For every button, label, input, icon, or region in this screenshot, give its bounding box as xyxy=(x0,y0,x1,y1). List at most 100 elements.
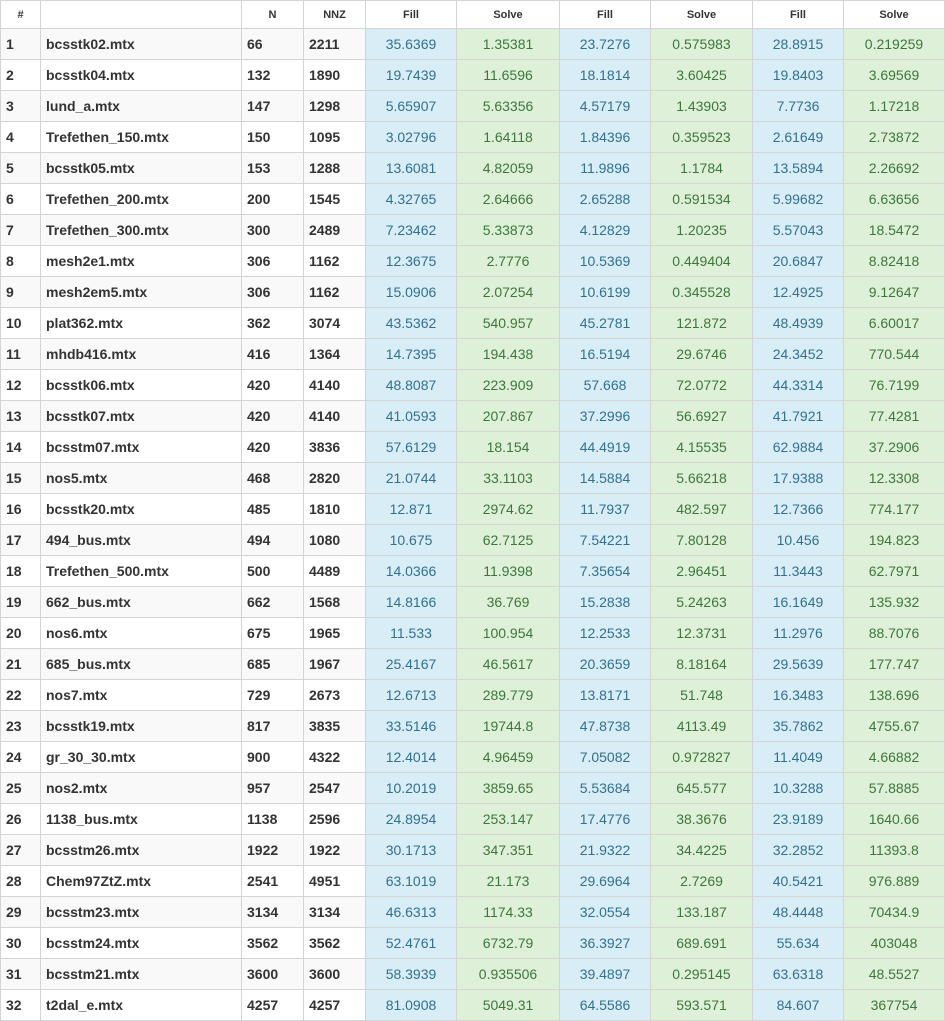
nnz-value: 2596 xyxy=(303,803,366,835)
solve-value-1: 1.64118 xyxy=(456,121,560,153)
header-matrix-name xyxy=(40,0,242,29)
fill-value-3: 16.3483 xyxy=(752,679,844,711)
matrix-name: 494_bus.mtx xyxy=(40,524,242,556)
table-row: 28 Chem97ZtZ.mtx 2541 4951 63.1019 21.173 29.6… xyxy=(0,865,945,897)
fill-value-1: 81.0908 xyxy=(365,989,457,1021)
row-index: 11 xyxy=(0,338,41,370)
row-index: 28 xyxy=(0,865,41,897)
table-row: 19 662_bus.mtx 662 1568 14.8166 36.769 15.2838… xyxy=(0,586,945,618)
row-index: 2 xyxy=(0,59,41,91)
fill-value-2: 47.8738 xyxy=(559,710,651,742)
row-index: 7 xyxy=(0,214,41,246)
table-row: 24 gr_30_30.mtx 900 4322 12.4014 4.96459 7.050… xyxy=(0,741,945,773)
matrix-name: bcsstk07.mtx xyxy=(40,400,242,432)
header-solve-3: Solve xyxy=(843,0,945,29)
table-row: 22 nos7.mtx 729 2673 12.6713 289.779 13.8171 51… xyxy=(0,679,945,711)
solve-value-1: 253.147 xyxy=(456,803,560,835)
solve-value-1: 11.9398 xyxy=(456,555,560,587)
table-row: 7 Trefethen_300.mtx 300 2489 7.23462 5.33873 4… xyxy=(0,214,945,246)
header-n: N xyxy=(241,0,304,29)
row-index: 14 xyxy=(0,431,41,463)
table-row: 20 nos6.mtx 675 1965 11.533 100.954 12.2533 12.… xyxy=(0,617,945,649)
matrix-name: bcsstk19.mtx xyxy=(40,710,242,742)
table-row: 8 mesh2e1.mtx 306 1162 12.3675 2.7776 10.5369 0… xyxy=(0,245,945,277)
n-value: 2541 xyxy=(241,865,304,897)
solve-value-3: 48.5527 xyxy=(843,958,945,990)
header-solve-2: Solve xyxy=(650,0,753,29)
nnz-value: 2547 xyxy=(303,772,366,804)
fill-value-3: 20.6847 xyxy=(752,245,844,277)
matrix-name: nos6.mtx xyxy=(40,617,242,649)
table-row: 23 bcsstk19.mtx 817 3835 33.5146 19744.8 47.87… xyxy=(0,710,945,742)
fill-value-3: 19.8403 xyxy=(752,59,844,91)
fill-value-3: 44.3314 xyxy=(752,369,844,401)
matrix-name: lund_a.mtx xyxy=(40,90,242,122)
solve-value-2: 4.15535 xyxy=(650,431,753,463)
fill-value-2: 23.7276 xyxy=(559,28,651,60)
fill-value-3: 7.7736 xyxy=(752,90,844,122)
fill-value-2: 14.5884 xyxy=(559,462,651,494)
solve-value-3: 6.63656 xyxy=(843,183,945,215)
solve-value-3: 403048 xyxy=(843,927,945,959)
nnz-value: 4489 xyxy=(303,555,366,587)
solve-value-2: 29.6746 xyxy=(650,338,753,370)
n-value: 662 xyxy=(241,586,304,618)
row-index: 5 xyxy=(0,152,41,184)
table-row: 26 1138_bus.mtx 1138 2596 24.8954 253.147 17.4… xyxy=(0,803,945,835)
solve-value-3: 2.73872 xyxy=(843,121,945,153)
nnz-value: 1080 xyxy=(303,524,366,556)
solve-value-1: 6732.79 xyxy=(456,927,560,959)
solve-value-2: 0.359523 xyxy=(650,121,753,153)
fill-value-3: 2.61649 xyxy=(752,121,844,153)
n-value: 66 xyxy=(241,28,304,60)
fill-value-1: 41.0593 xyxy=(365,400,457,432)
solve-value-3: 12.3308 xyxy=(843,462,945,494)
table-row: 27 bcsstm26.mtx 1922 1922 30.1713 347.351 21.9… xyxy=(0,834,945,866)
fill-value-3: 84.607 xyxy=(752,989,844,1021)
solve-value-1: 5049.31 xyxy=(456,989,560,1021)
fill-value-3: 29.5639 xyxy=(752,648,844,680)
fill-value-1: 5.65907 xyxy=(365,90,457,122)
solve-value-1: 540.957 xyxy=(456,307,560,339)
solve-value-3: 70434.9 xyxy=(843,896,945,928)
solve-value-2: 4113.49 xyxy=(650,710,753,742)
n-value: 300 xyxy=(241,214,304,246)
solve-value-3: 11393.8 xyxy=(843,834,945,866)
matrix-name: bcsstk06.mtx xyxy=(40,369,242,401)
fill-value-1: 14.7395 xyxy=(365,338,457,370)
solve-value-2: 34.4225 xyxy=(650,834,753,866)
header-row: # N NNZ Fill Solve Fill Solve Fill Solve xyxy=(0,0,945,29)
n-value: 3562 xyxy=(241,927,304,959)
fill-value-1: 58.3939 xyxy=(365,958,457,990)
matrix-name: Trefethen_500.mtx xyxy=(40,555,242,587)
solve-value-1: 1174.33 xyxy=(456,896,560,928)
solve-value-2: 593.571 xyxy=(650,989,753,1021)
table-row: 30 bcsstm24.mtx 3562 3562 52.4761 6732.79 36.3… xyxy=(0,927,945,959)
fill-value-1: 12.3675 xyxy=(365,245,457,277)
matrix-name: 685_bus.mtx xyxy=(40,648,242,680)
n-value: 494 xyxy=(241,524,304,556)
solve-value-2: 38.3676 xyxy=(650,803,753,835)
fill-value-2: 10.6199 xyxy=(559,276,651,308)
n-value: 3134 xyxy=(241,896,304,928)
matrix-name: nos7.mtx xyxy=(40,679,242,711)
n-value: 3600 xyxy=(241,958,304,990)
fill-value-1: 19.7439 xyxy=(365,59,457,91)
solve-value-1: 4.96459 xyxy=(456,741,560,773)
solve-value-2: 689.691 xyxy=(650,927,753,959)
solve-value-1: 62.7125 xyxy=(456,524,560,556)
row-index: 13 xyxy=(0,400,41,432)
n-value: 132 xyxy=(241,59,304,91)
table-row: 1 bcsstk02.mtx 66 2211 35.6369 1.35381 23.7276… xyxy=(0,28,945,60)
row-index: 25 xyxy=(0,772,41,804)
table-row: 14 bcsstm07.mtx 420 3836 57.6129 18.154 44.491… xyxy=(0,431,945,463)
header-index: # xyxy=(0,0,41,29)
solve-value-2: 5.66218 xyxy=(650,462,753,494)
row-index: 23 xyxy=(0,710,41,742)
solve-value-1: 289.779 xyxy=(456,679,560,711)
fill-value-2: 64.5586 xyxy=(559,989,651,1021)
solve-value-3: 1.17218 xyxy=(843,90,945,122)
solve-value-1: 2.07254 xyxy=(456,276,560,308)
row-index: 4 xyxy=(0,121,41,153)
solve-value-2: 645.577 xyxy=(650,772,753,804)
